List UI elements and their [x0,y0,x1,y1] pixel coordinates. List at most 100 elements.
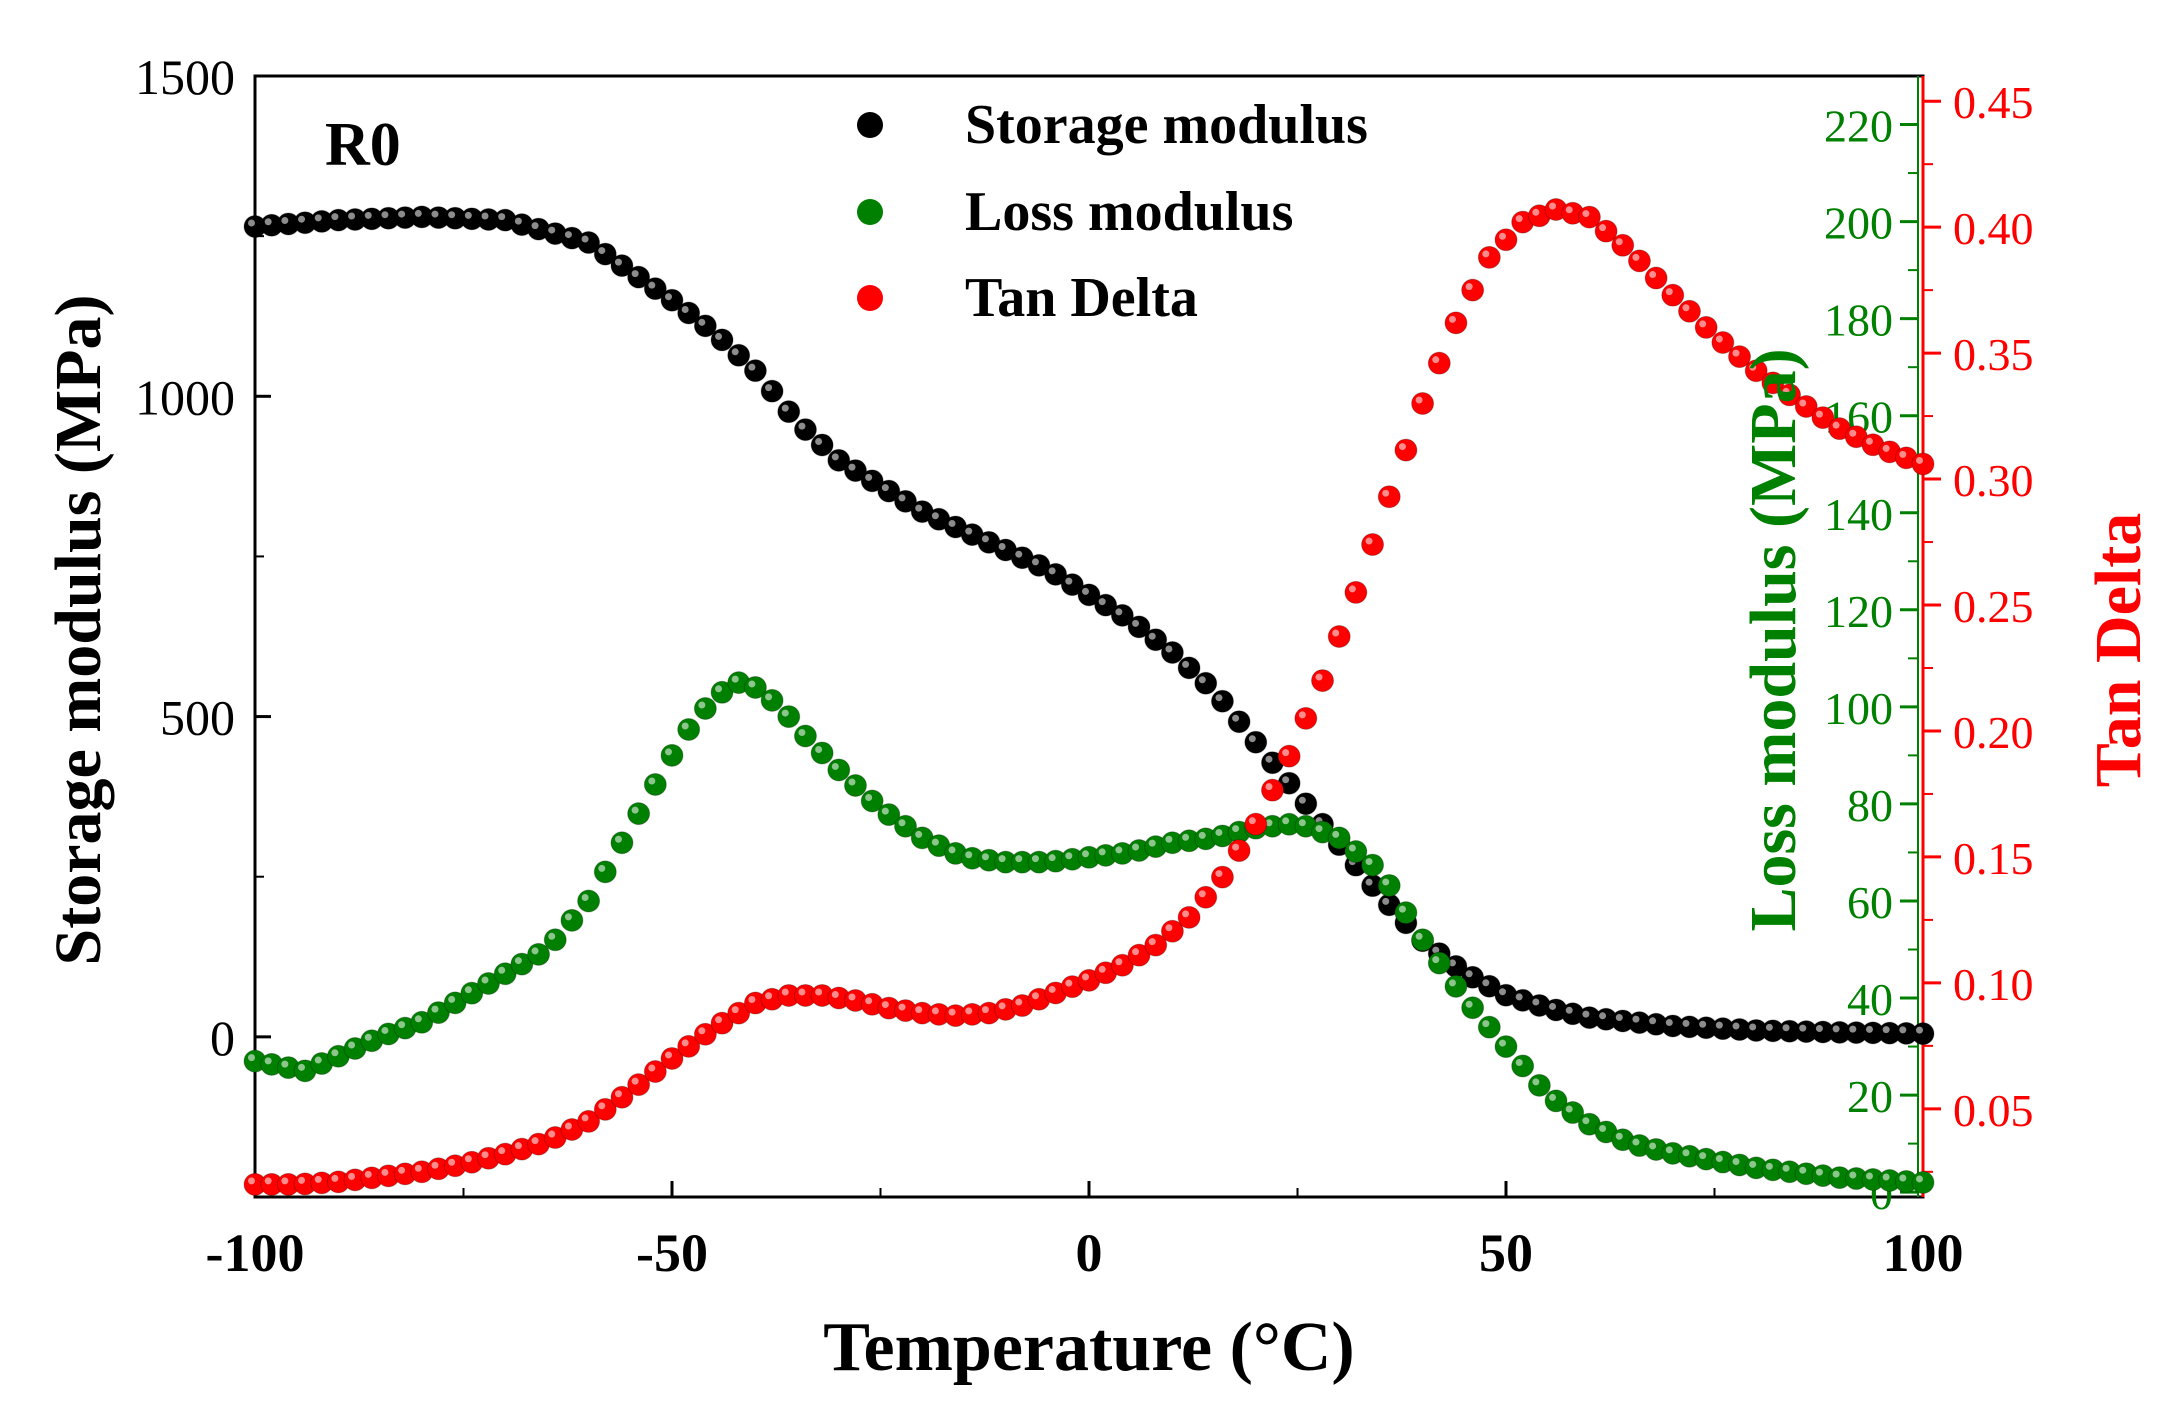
storage-modulus-point [1194,671,1218,695]
tan-tick-label: 0.20 [1953,707,2034,758]
tan-delta-point-highlight [481,1151,489,1159]
storage-modulus-point-highlight [564,231,572,239]
tan-delta-point-highlight [731,1006,739,1014]
tan-delta-point-highlight [1165,924,1173,932]
storage-modulus-point [1227,710,1251,734]
loss-modulus-point-highlight [1615,1132,1623,1140]
tan-delta-point-highlight [1615,238,1623,246]
loss-modulus-point [1377,873,1401,897]
loss-modulus-point-highlight [1765,1162,1773,1170]
tan-delta-point-highlight [1499,232,1506,240]
storage-modulus-point [743,359,767,383]
storage-modulus-point-highlight [1782,1024,1790,1032]
loss-modulus-point-highlight [1565,1105,1573,1113]
tan-delta-point-highlight [1382,489,1390,497]
tan-delta-point-highlight [781,988,789,996]
storage-modulus-point-highlight [1715,1021,1723,1029]
storage-modulus-point-highlight [1549,1002,1557,1010]
loss-modulus-point-highlight [1048,854,1056,862]
tan-delta-point-highlight [398,1166,406,1174]
tan-delta-point-highlight [1565,206,1573,214]
loss-modulus-point [677,718,701,742]
tan-delta-point-highlight [1699,320,1707,328]
storage-modulus-point-highlight [948,519,956,527]
x-tick-label: 0 [1076,1223,1103,1283]
tan-delta-point-highlight [965,1007,973,1015]
loss-modulus-point-highlight [815,745,823,753]
tan-delta-point [1627,249,1651,273]
storage-modulus-point-highlight [1465,970,1473,978]
tan-delta-point-highlight [948,1008,956,1016]
tan-delta-point-highlight [1632,253,1640,261]
series-storage-modulus [243,205,1935,1046]
storage-modulus-point [710,328,734,352]
loss-modulus-point-highlight [298,1063,306,1071]
tan-delta-point-highlight [298,1176,306,1184]
tan-delta-point-highlight [1782,387,1790,395]
loss-modulus-point-highlight [564,913,572,921]
tan-delta-point-highlight [798,988,806,996]
loss-modulus-point-highlight [1865,1172,1873,1180]
storage-modulus-point-highlight [348,212,356,220]
loss-modulus-point-highlight [831,762,839,770]
loss-modulus-point-highlight [1899,1174,1907,1182]
loss-modulus-point [843,773,867,797]
loss-tick-label: 80 [1847,780,1893,831]
loss-modulus-point-highlight [715,685,723,693]
tan-delta-point-highlight [1749,363,1757,371]
storage-modulus-point-highlight [431,210,439,218]
storage-modulus-point-highlight [1265,755,1273,763]
storage-modulus-point-highlight [931,512,939,520]
x-axis-title: Temperature (°C) [823,1309,1355,1386]
storage-modulus-point-highlight [1682,1019,1690,1027]
left-axis-storage-modulus: 0 500 1000 1500 [135,49,271,1066]
tan-tick-label: 0.10 [1953,959,2034,1010]
legend-label-loss-modulus: Loss modulus [965,181,1293,243]
loss-tick-label: 100 [1824,683,1893,734]
tan-delta-point-highlight [648,1064,656,1072]
loss-modulus-point-highlight [1515,1058,1523,1066]
tan-delta-point-highlight [1232,843,1240,851]
storage-modulus-point-highlight [398,210,406,218]
storage-modulus-point-highlight [1916,1026,1923,1034]
tan-delta-point [1427,351,1451,375]
tan-delta-point-highlight [1465,283,1473,291]
storage-modulus-point-highlight [1649,1017,1657,1025]
tan-delta-point-highlight [564,1122,572,1130]
loss-modulus-point-highlight [748,680,756,688]
loss-modulus-point-highlight [1649,1142,1657,1150]
storage-modulus-point-highlight [1115,608,1123,616]
storage-modulus-point-highlight [1582,1010,1590,1018]
storage-modulus-point-highlight [414,209,422,217]
tan-delta-point-highlight [414,1164,422,1172]
storage-modulus-point-highlight [731,348,739,356]
tan-delta-point-highlight [581,1114,589,1122]
loss-modulus-point [1477,1015,1501,1039]
loss-modulus-point-highlight [1815,1168,1823,1176]
storage-modulus-point [810,433,834,457]
tan-delta-point-highlight [715,1016,723,1024]
storage-modulus-point-highlight [1365,878,1373,886]
loss-modulus-point [1361,853,1385,877]
loss-modulus-point-highlight [631,806,639,814]
tan-delta-point-highlight [1298,711,1306,719]
loss-modulus-point [660,743,684,767]
tan-delta-point-highlight [998,1002,1006,1010]
tan-delta-point-highlight [1248,817,1256,825]
tan-tick-label: 0.15 [1953,833,2034,884]
tan-delta-point-highlight [464,1155,472,1163]
loss-modulus-point [560,908,584,932]
loss-modulus-point-highlight [1849,1171,1857,1179]
storage-modulus-point [1911,1022,1935,1046]
loss-modulus-point-highlight [981,853,989,861]
tan-delta-point-highlight [348,1172,356,1180]
storage-modulus-point-highlight [798,422,806,430]
tan-delta-point-highlight [1115,958,1123,966]
tan-delta-point [1494,228,1518,252]
loss-modulus-point-highlight [781,709,789,717]
tan-delta-point-highlight [1132,948,1140,956]
loss-modulus-point [1511,1054,1535,1078]
left-axis-title: Storage modulus (MPa) [42,295,115,966]
loss-modulus-point-highlight [1699,1152,1707,1160]
loss-modulus-point [1427,951,1451,975]
